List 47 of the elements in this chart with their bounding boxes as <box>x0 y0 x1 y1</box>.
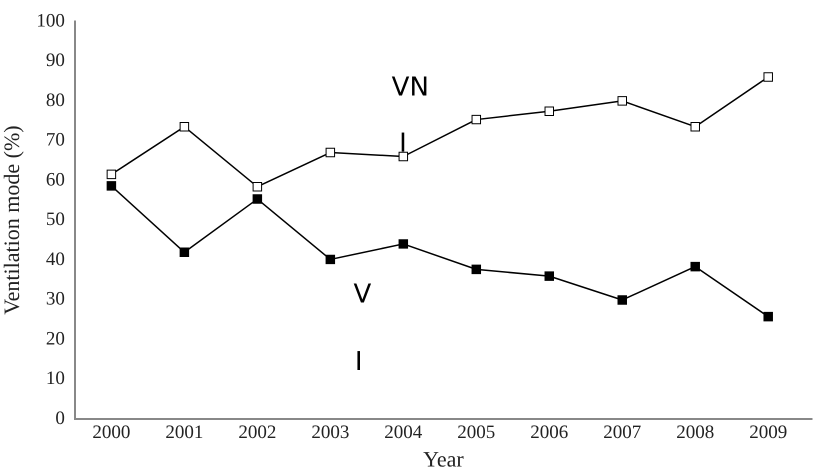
point <box>472 114 482 124</box>
y-tick-label: 90 <box>46 50 65 72</box>
point <box>252 182 262 192</box>
point <box>326 148 336 158</box>
point <box>106 181 116 191</box>
y-tick-label: 50 <box>46 209 65 230</box>
point <box>180 248 190 258</box>
y-tick-label: 30 <box>46 288 65 310</box>
annotation: V <box>353 279 372 310</box>
x-tick-label: 2008 <box>676 422 714 444</box>
x-tick-label: 2003 <box>311 422 350 444</box>
point <box>618 96 627 106</box>
point <box>618 295 627 305</box>
y-tick-label: 10 <box>46 368 65 390</box>
y-tick-label: 70 <box>46 130 65 151</box>
y-tick-label: 20 <box>46 328 65 350</box>
x-axis-title: Year <box>423 446 464 472</box>
y-tick-label: 0 <box>55 408 65 429</box>
y-tick-label: 100 <box>36 10 65 32</box>
point <box>472 264 482 274</box>
annotation: I <box>354 346 363 377</box>
x-tick-label: 2009 <box>749 422 788 444</box>
y-tick-label: 80 <box>46 90 65 111</box>
y-tick-label: 40 <box>46 248 65 270</box>
x-tick-label: 2007 <box>603 422 642 444</box>
x-tick-label: 2004 <box>384 422 423 444</box>
x-tick-label: 2002 <box>238 422 276 444</box>
annotation: I <box>399 128 407 158</box>
y-tick-label: 60 <box>46 169 65 190</box>
point <box>326 254 336 264</box>
point <box>180 122 190 132</box>
point <box>252 194 262 204</box>
point <box>544 271 554 281</box>
point <box>690 262 700 272</box>
point <box>398 239 408 249</box>
point <box>398 152 408 162</box>
point <box>763 72 773 82</box>
x-tick-label: 2006 <box>530 422 568 444</box>
y-axis-title: Ventilation mode (%) <box>0 125 24 315</box>
point <box>763 312 773 322</box>
x-tick-label: 2001 <box>165 422 204 444</box>
point <box>690 122 700 132</box>
point <box>106 170 116 180</box>
x-tick-label: 2000 <box>92 422 130 444</box>
point <box>544 106 554 116</box>
annotation: VN <box>392 72 429 103</box>
x-tick-label: 2005 <box>457 422 496 444</box>
